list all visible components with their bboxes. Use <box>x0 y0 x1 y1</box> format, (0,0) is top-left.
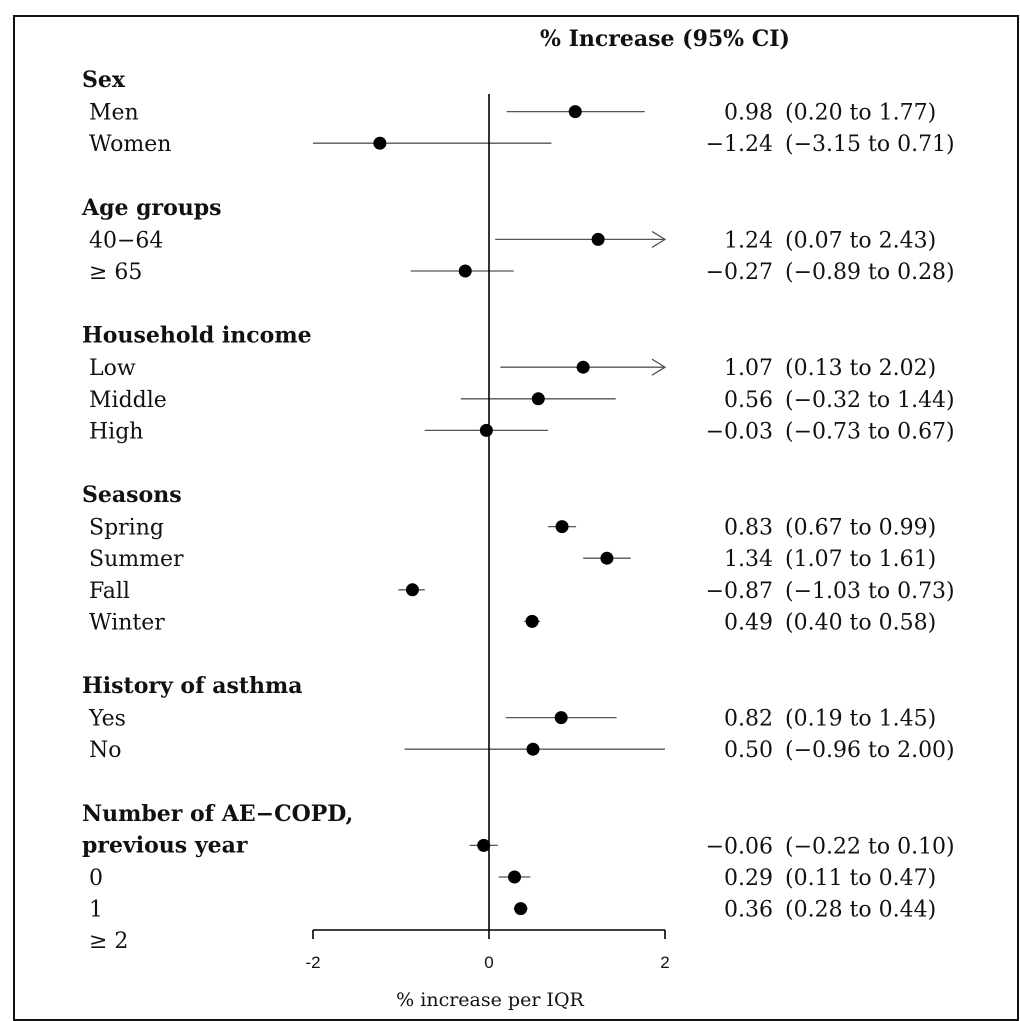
row-label: Middle <box>89 388 167 413</box>
row-label: Summer <box>89 547 184 572</box>
estimate-value: −0.06 <box>706 834 773 859</box>
x-axis: % increase per IQR -2 0 2 <box>305 94 670 1011</box>
point-estimate <box>555 520 569 534</box>
ci-value: (0.67 to 0.99) <box>785 516 936 541</box>
row-label: High <box>89 419 143 444</box>
ci-value: (−0.96 to 2.00) <box>785 738 955 763</box>
row-label: 40−64 <box>89 228 163 253</box>
row-label: Winter <box>89 610 165 635</box>
estimate-value: 0.36 <box>724 898 773 923</box>
point-estimate <box>526 742 540 756</box>
point-estimate <box>554 711 568 725</box>
row-label: Spring <box>89 516 164 541</box>
ci-arrow <box>651 358 667 376</box>
row-label: Fall <box>89 579 130 604</box>
figure-frame <box>13 15 1019 1021</box>
estimate-value: −0.87 <box>706 579 773 604</box>
point-estimate <box>568 105 582 119</box>
point-estimate <box>600 551 614 565</box>
point-estimate <box>514 902 528 916</box>
ci-value: (−0.73 to 0.67) <box>785 419 955 444</box>
ci-value: (−0.22 to 0.10) <box>785 834 955 859</box>
group-header: Sex <box>82 67 126 93</box>
group-header: Number of AE−COPD, <box>82 801 353 827</box>
ci-value: (0.07 to 2.43) <box>785 228 936 253</box>
estimate-value: 0.49 <box>724 610 773 635</box>
row-label: 1 <box>89 898 103 923</box>
point-estimate <box>531 392 545 406</box>
estimate-value: 1.07 <box>724 356 773 381</box>
point-estimate <box>373 136 387 150</box>
column-title: % Increase (95% CI) <box>540 26 790 52</box>
row-label: No <box>89 738 122 763</box>
row-label: ≥ 2 <box>89 929 128 954</box>
point-estimate <box>508 870 522 884</box>
ci-value: (0.19 to 1.45) <box>785 707 936 732</box>
point-estimate <box>591 232 605 246</box>
estimate-value: 0.83 <box>724 516 773 541</box>
ci-value: (1.07 to 1.61) <box>785 547 936 572</box>
point-estimate <box>477 838 491 852</box>
estimate-value: −0.03 <box>706 419 773 444</box>
estimate-value: 0.98 <box>724 101 773 126</box>
row-label: ≥ 65 <box>89 260 142 285</box>
estimate-value: 0.50 <box>724 738 773 763</box>
group-header: History of asthma <box>82 673 303 699</box>
x-axis-label: % increase per IQR <box>396 989 584 1011</box>
estimate-value: 0.82 <box>724 707 773 732</box>
ci-arrow <box>651 230 667 248</box>
ci-value: (−0.32 to 1.44) <box>785 388 955 413</box>
ci-value: (0.11 to 0.47) <box>785 866 936 891</box>
ci-value: (−3.15 to 0.71) <box>785 132 955 157</box>
ci-value: (0.40 to 0.58) <box>785 610 936 635</box>
group-header: Seasons <box>82 482 182 508</box>
point-estimate <box>405 583 419 597</box>
row-label: Men <box>89 101 139 126</box>
ci-value: (−0.89 to 0.28) <box>785 260 955 285</box>
group-header: Household income <box>82 323 312 349</box>
ci-value: (−1.03 to 0.73) <box>785 579 955 604</box>
estimate-value: −0.27 <box>706 260 773 285</box>
estimate-value: 0.29 <box>724 866 773 891</box>
ci-value: (0.13 to 2.02) <box>785 356 936 381</box>
estimate-value: −1.24 <box>706 132 773 157</box>
ci-value: (0.20 to 1.77) <box>785 101 936 126</box>
rows-layer: Sex Age groups Household income Seasons Hist… <box>81 67 955 954</box>
group-header: Age groups <box>81 195 222 221</box>
point-estimate <box>458 264 472 278</box>
row-label: Yes <box>88 707 126 732</box>
point-estimate <box>525 614 539 628</box>
group-header: previous year <box>82 832 248 858</box>
point-estimate <box>576 360 590 374</box>
row-label: Low <box>89 356 136 381</box>
estimate-value: 1.34 <box>724 547 773 572</box>
point-estimate <box>479 423 493 437</box>
x-tick-label: -2 <box>305 953 320 972</box>
estimate-value: 1.24 <box>724 228 773 253</box>
estimate-value: 0.56 <box>724 388 773 413</box>
row-label: Women <box>89 132 171 157</box>
x-tick-label: 2 <box>660 953 669 972</box>
ci-value: (0.28 to 0.44) <box>785 898 936 923</box>
x-tick-label: 0 <box>484 953 493 972</box>
row-label: 0 <box>89 866 103 891</box>
